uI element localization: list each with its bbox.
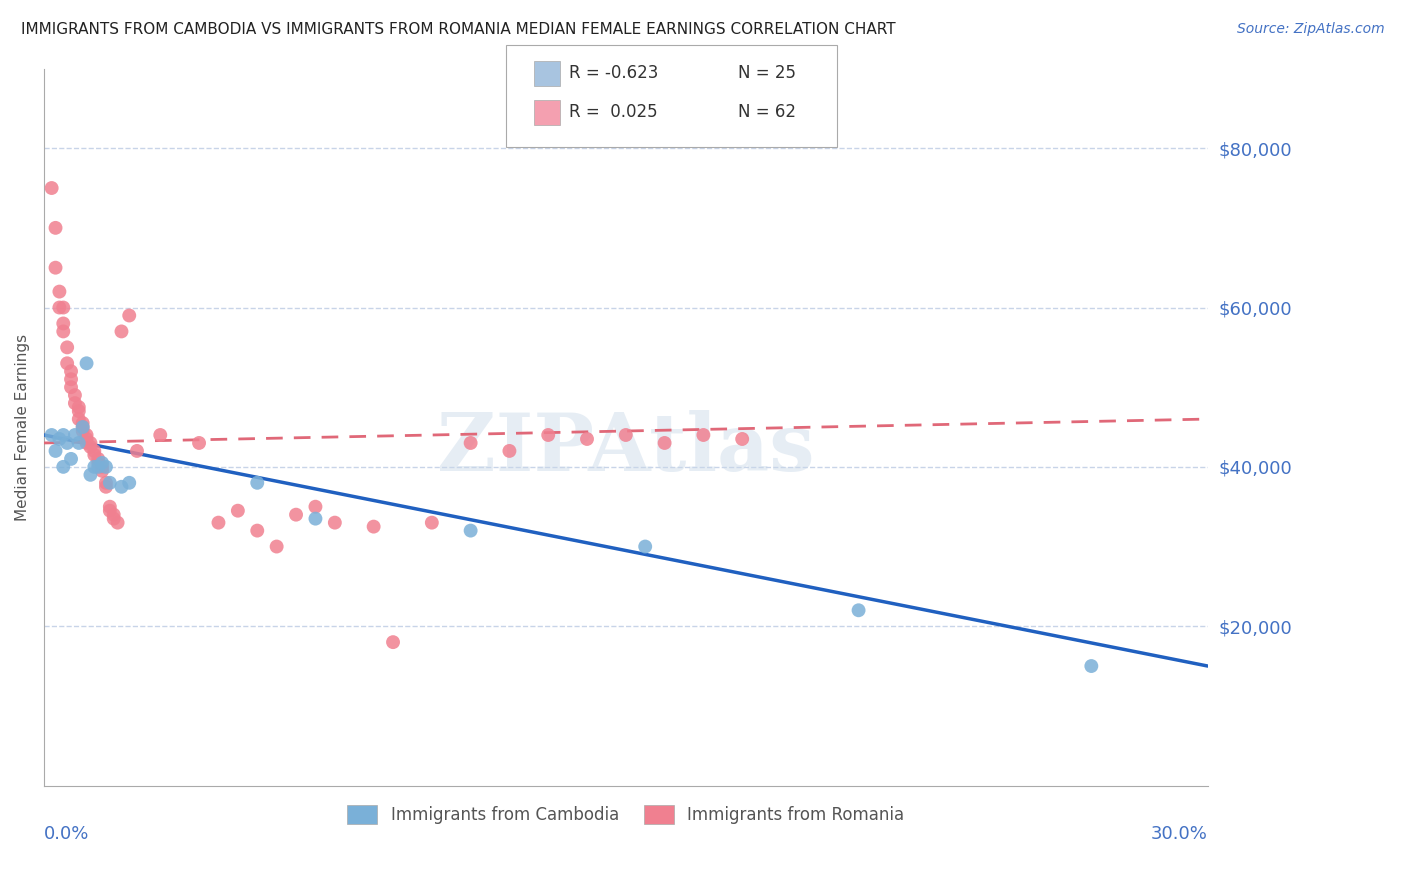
Point [67, 404, 90, 418]
Point [1080, 659, 1102, 673]
Point [226, 504, 249, 518]
Point [56, 436, 79, 450]
Point [110, 480, 132, 494]
Point [67, 412, 90, 426]
Text: N = 25: N = 25 [738, 64, 796, 82]
Point [41, 181, 63, 195]
Point [72, 416, 94, 430]
Point [52, 301, 75, 315]
Point [576, 432, 599, 446]
Point [60, 364, 83, 378]
Point [76, 428, 98, 442]
Point [56, 340, 79, 354]
Point [44, 444, 66, 458]
Point [94, 459, 117, 474]
Point [76, 356, 98, 370]
Text: 0.0%: 0.0% [44, 825, 89, 843]
Point [125, 444, 148, 458]
Point [41, 428, 63, 442]
Point [87, 451, 110, 466]
Point [848, 603, 870, 617]
Text: ZIPAtlas: ZIPAtlas [437, 409, 814, 488]
Text: R = -0.623: R = -0.623 [569, 64, 659, 82]
Point [63, 388, 86, 402]
Point [285, 508, 308, 522]
Text: Source: ZipAtlas.com: Source: ZipAtlas.com [1237, 22, 1385, 37]
Point [634, 540, 657, 554]
Point [460, 524, 482, 538]
Point [98, 500, 121, 514]
Point [52, 325, 75, 339]
Point [91, 459, 114, 474]
Point [48, 301, 70, 315]
Point [83, 448, 105, 462]
Point [363, 519, 385, 533]
Point [188, 436, 211, 450]
Point [246, 475, 269, 490]
Point [498, 444, 520, 458]
Point [83, 459, 105, 474]
Text: R =  0.025: R = 0.025 [569, 103, 658, 121]
Point [103, 508, 125, 522]
Point [63, 428, 86, 442]
Text: IMMIGRANTS FROM CAMBODIA VS IMMIGRANTS FROM ROMANIA MEDIAN FEMALE EARNINGS CORRE: IMMIGRANTS FROM CAMBODIA VS IMMIGRANTS F… [21, 22, 896, 37]
Point [60, 380, 83, 394]
Point [94, 475, 117, 490]
Point [67, 436, 90, 450]
Legend: Immigrants from Cambodia, Immigrants from Romania: Immigrants from Cambodia, Immigrants fro… [340, 798, 911, 831]
Point [107, 516, 129, 530]
Point [94, 480, 117, 494]
Point [91, 464, 114, 478]
Point [731, 432, 754, 446]
Point [44, 220, 66, 235]
Point [266, 540, 288, 554]
Point [103, 511, 125, 525]
Point [79, 436, 101, 450]
Point [52, 459, 75, 474]
Point [149, 428, 172, 442]
Point [44, 260, 66, 275]
Point [460, 436, 482, 450]
Point [60, 451, 83, 466]
Y-axis label: Median Female Earnings: Median Female Earnings [15, 334, 30, 521]
Point [48, 285, 70, 299]
Point [87, 459, 110, 474]
Point [246, 524, 269, 538]
Point [67, 400, 90, 414]
Point [72, 420, 94, 434]
Text: 30.0%: 30.0% [1152, 825, 1208, 843]
Point [110, 325, 132, 339]
Point [56, 356, 79, 370]
Point [52, 428, 75, 442]
Point [76, 432, 98, 446]
Point [118, 475, 141, 490]
Point [420, 516, 443, 530]
Point [79, 467, 101, 482]
Point [614, 428, 637, 442]
Point [654, 436, 676, 450]
Point [48, 432, 70, 446]
Point [382, 635, 405, 649]
Point [692, 428, 714, 442]
Point [76, 436, 98, 450]
Point [537, 428, 560, 442]
Point [91, 456, 114, 470]
Point [63, 396, 86, 410]
Point [72, 424, 94, 438]
Text: N = 62: N = 62 [738, 103, 796, 121]
Point [118, 309, 141, 323]
Point [98, 504, 121, 518]
Point [72, 420, 94, 434]
Point [207, 516, 229, 530]
Point [60, 372, 83, 386]
Point [87, 456, 110, 470]
Point [98, 475, 121, 490]
Point [304, 511, 326, 525]
Point [83, 444, 105, 458]
Point [79, 440, 101, 454]
Point [304, 500, 326, 514]
Point [323, 516, 346, 530]
Point [52, 317, 75, 331]
